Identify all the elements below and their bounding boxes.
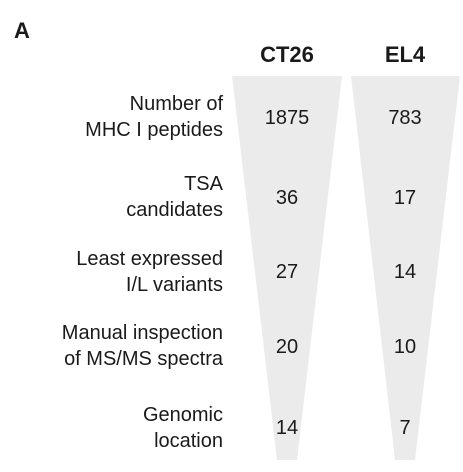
row-label-mhc-peptides: Number of MHC I peptides (85, 91, 223, 143)
row-label-msms-inspection: Manual inspection of MS/MS spectra (62, 320, 223, 372)
row-label-line: MHC I peptides (85, 119, 223, 141)
row-label-line: location (154, 430, 223, 452)
cell-ct26-il-variants: 27 (275, 261, 299, 283)
cell-ct26-genomic-location: 14 (275, 417, 299, 439)
panel-label: A (14, 18, 30, 43)
row-label-line: Genomic (142, 404, 223, 426)
row-label-line: candidates (126, 199, 223, 221)
row-label-line: of MS/MS spectra (64, 348, 223, 370)
row-label-genomic-location: Genomic location (143, 402, 223, 454)
row-label-line: Least expressed (76, 248, 223, 270)
row-label-line: TSA (184, 173, 223, 195)
row-label-il-variants: Least expressed I/L variants (76, 246, 223, 298)
cell-ct26-tsa-candidates: 36 (275, 187, 299, 209)
cell-ct26-msms-inspection: 20 (275, 336, 299, 358)
column-header-ct26: CT26 (260, 42, 314, 67)
cell-el4-il-variants: 14 (393, 261, 417, 283)
cell-el4-tsa-candidates: 17 (393, 187, 417, 209)
row-label-line: Number of (129, 93, 223, 115)
column-header-el4: EL4 (384, 42, 426, 67)
row-label-line: I/L variants (125, 274, 223, 296)
cell-el4-msms-inspection: 10 (393, 336, 417, 358)
cell-ct26-mhc-peptides: 1875 (264, 107, 310, 129)
cell-el4-genomic-location: 7 (399, 417, 411, 439)
row-label-tsa-candidates: TSA candidates (126, 171, 223, 223)
funnel-el4 (351, 76, 460, 460)
cell-el4-mhc-peptides: 783 (388, 107, 422, 129)
funnel-ct26 (232, 76, 342, 460)
row-label-line: Manual inspection (61, 322, 223, 344)
